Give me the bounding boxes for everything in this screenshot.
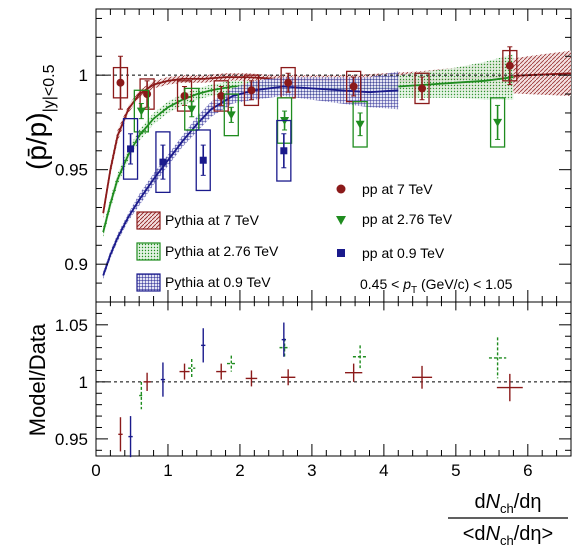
point-pp-at-2-76-tev: [136, 107, 146, 116]
bottom-y-tick-label: 0.95: [55, 430, 88, 449]
sys-box-pp-at-0-9-tev: [122, 117, 139, 180]
x-title-num-sub: ch: [500, 501, 514, 516]
point-pp-at-7-tev: [418, 84, 427, 93]
legend-box-pythia-276tev: [136, 242, 161, 261]
top-y-tick-label: 1: [79, 66, 88, 85]
top-y-axis-title-main: (p̄/p): [21, 112, 52, 170]
point-pp-at-2-76-tev: [187, 105, 197, 114]
point-pp-at-0-9-tev: [199, 156, 207, 164]
x-title-num-n: N: [486, 491, 501, 513]
legend-models: Pythia at 7 TeV Pythia at 2.76 TeV Pythi…: [136, 211, 279, 292]
legend-label-pythia-276tev: Pythia at 2.76 TeV: [165, 243, 279, 259]
sys-box-pp-at-2-76-tev: [489, 97, 506, 148]
legend-label-pythia-09tev: Pythia at 0.9 TeV: [165, 274, 271, 290]
point-pp-at-2-76-tev: [355, 120, 365, 129]
point-pp-at-7-tev: [247, 86, 256, 95]
x-tick-label: 2: [235, 461, 244, 480]
x-axis-title-denominator: <dNch/dη>: [463, 523, 553, 548]
top-y-tick-label: 0.95: [55, 161, 88, 180]
legend-label-pythia-7tev: Pythia at 7 TeV: [165, 212, 260, 228]
sys-box-pp-at-0-9-tev: [155, 131, 171, 194]
x-tick-label: 6: [523, 461, 532, 480]
pt-range-var: p: [402, 276, 411, 292]
x-title-num-tail: /dη: [514, 491, 542, 513]
x-title-den-tail: /dη>: [514, 523, 553, 545]
x-title-den-n: N: [486, 523, 501, 545]
point-pp-at-7-tev: [349, 82, 358, 91]
legend-label-pp-7tev: pp at 7 TeV: [362, 181, 433, 197]
legend-box-pythia-09tev: [136, 273, 161, 292]
legend-data: pp at 7 TeV pp at 2.76 TeV pp at 0.9 TeV: [336, 181, 453, 261]
top-data-series: [112, 46, 518, 194]
band-line-pythia-at-2-76-tev: [102, 76, 514, 233]
point-pp-at-7-tev: [217, 91, 226, 100]
bottom-y-tick-label: 1: [79, 373, 88, 392]
pt-range-suffix: (GeV/c) < 1.05: [417, 276, 513, 292]
top-y-tick-label: 0.9: [64, 255, 88, 274]
legend-marker-pp-09tev: [337, 249, 345, 257]
bottom-y-tick-label: 1.05: [55, 316, 88, 335]
x-title-den-sub: ch: [500, 533, 514, 548]
sys-box-pp-at-0-9-tev: [195, 129, 211, 192]
x-tick-label: 5: [451, 461, 460, 480]
point-pp-at-0-9-tev: [127, 145, 135, 153]
sys-box-pp-at-7-tev: [414, 72, 430, 105]
x-title-num-d: d: [474, 491, 485, 513]
sys-box-pp-at-7-tev: [243, 74, 260, 107]
point-pp-at-2-76-tev: [493, 118, 503, 127]
top-y-ticks: 0.9 0.95 1: [55, 17, 571, 303]
sys-box-pp-at-7-tev: [139, 78, 155, 110]
sys-box-pp-at-2-76-tev: [352, 100, 368, 148]
sys-box-pp-at-0-9-tev: [276, 119, 292, 182]
point-pp-at-0-9-tev: [280, 147, 288, 155]
bottom-panel: 0.95 1 1.05 0 1 2 3 4 5 6 Model/Data dNch/dη <dN…: [25, 9, 572, 548]
point-pp-at-7-tev: [143, 90, 152, 99]
x-tick-label: 1: [163, 461, 172, 480]
bottom-data-series: [118, 322, 523, 458]
top-y-axis-title-sub: |y|<0.5: [41, 64, 58, 112]
top-y-axis-title: (p̄/p)|y|<0.5: [21, 64, 58, 170]
legend-label-pp-276tev: pp at 2.76 TeV: [362, 211, 453, 227]
x-axis-title: dNch/dη <dNch/dη>: [448, 491, 568, 548]
bottom-y-axis-title: Model/Data: [25, 323, 50, 436]
top-model-bands: [102, 50, 572, 280]
point-pp-at-0-9-tev: [159, 158, 167, 166]
bottom-plot-frame: [95, 301, 572, 457]
legend-marker-pp-7tev: [336, 184, 346, 194]
point-pp-at-7-tev: [505, 61, 514, 70]
legend-marker-pp-276tev: [336, 216, 346, 225]
pt-range-prefix: 0.45 <: [360, 276, 403, 292]
legend-label-pp-09tev: pp at 0.9 TeV: [362, 245, 445, 261]
sys-box-pp-at-2-76-tev: [223, 93, 239, 137]
band-line-pythia-at-0-9-tev: [102, 85, 399, 276]
point-pp-at-7-tev: [284, 78, 293, 87]
bottom-y-ticks: 0.95 1 1.05: [55, 312, 571, 451]
sys-box-pp-at-2-76-tev: [184, 87, 200, 131]
legend-box-pythia-7tev: [136, 211, 161, 230]
x-tick-label: 0: [91, 461, 100, 480]
pt-range-annotation: 0.45 < pT (GeV/c) < 1.05: [360, 276, 513, 296]
x-title-den-open: <d: [463, 523, 486, 545]
pt-range-sub: T: [411, 285, 417, 296]
top-panel: 0.9 0.95 1 (p̄/p)|y|<0.5 pp at 7 TeV pp at…: [21, 8, 572, 303]
sys-box-pp-at-7-tev: [213, 80, 229, 112]
x-ticks: 0 1 2 3 4 5 6: [91, 9, 558, 480]
x-tick-label: 3: [307, 461, 316, 480]
sys-box-pp-at-2-76-tev: [133, 89, 149, 133]
point-pp-at-2-76-tev: [226, 111, 236, 120]
x-axis-title-numerator: dNch/dη: [474, 491, 541, 516]
point-pp-at-7-tev: [116, 78, 125, 87]
x-tick-label: 4: [379, 461, 388, 480]
